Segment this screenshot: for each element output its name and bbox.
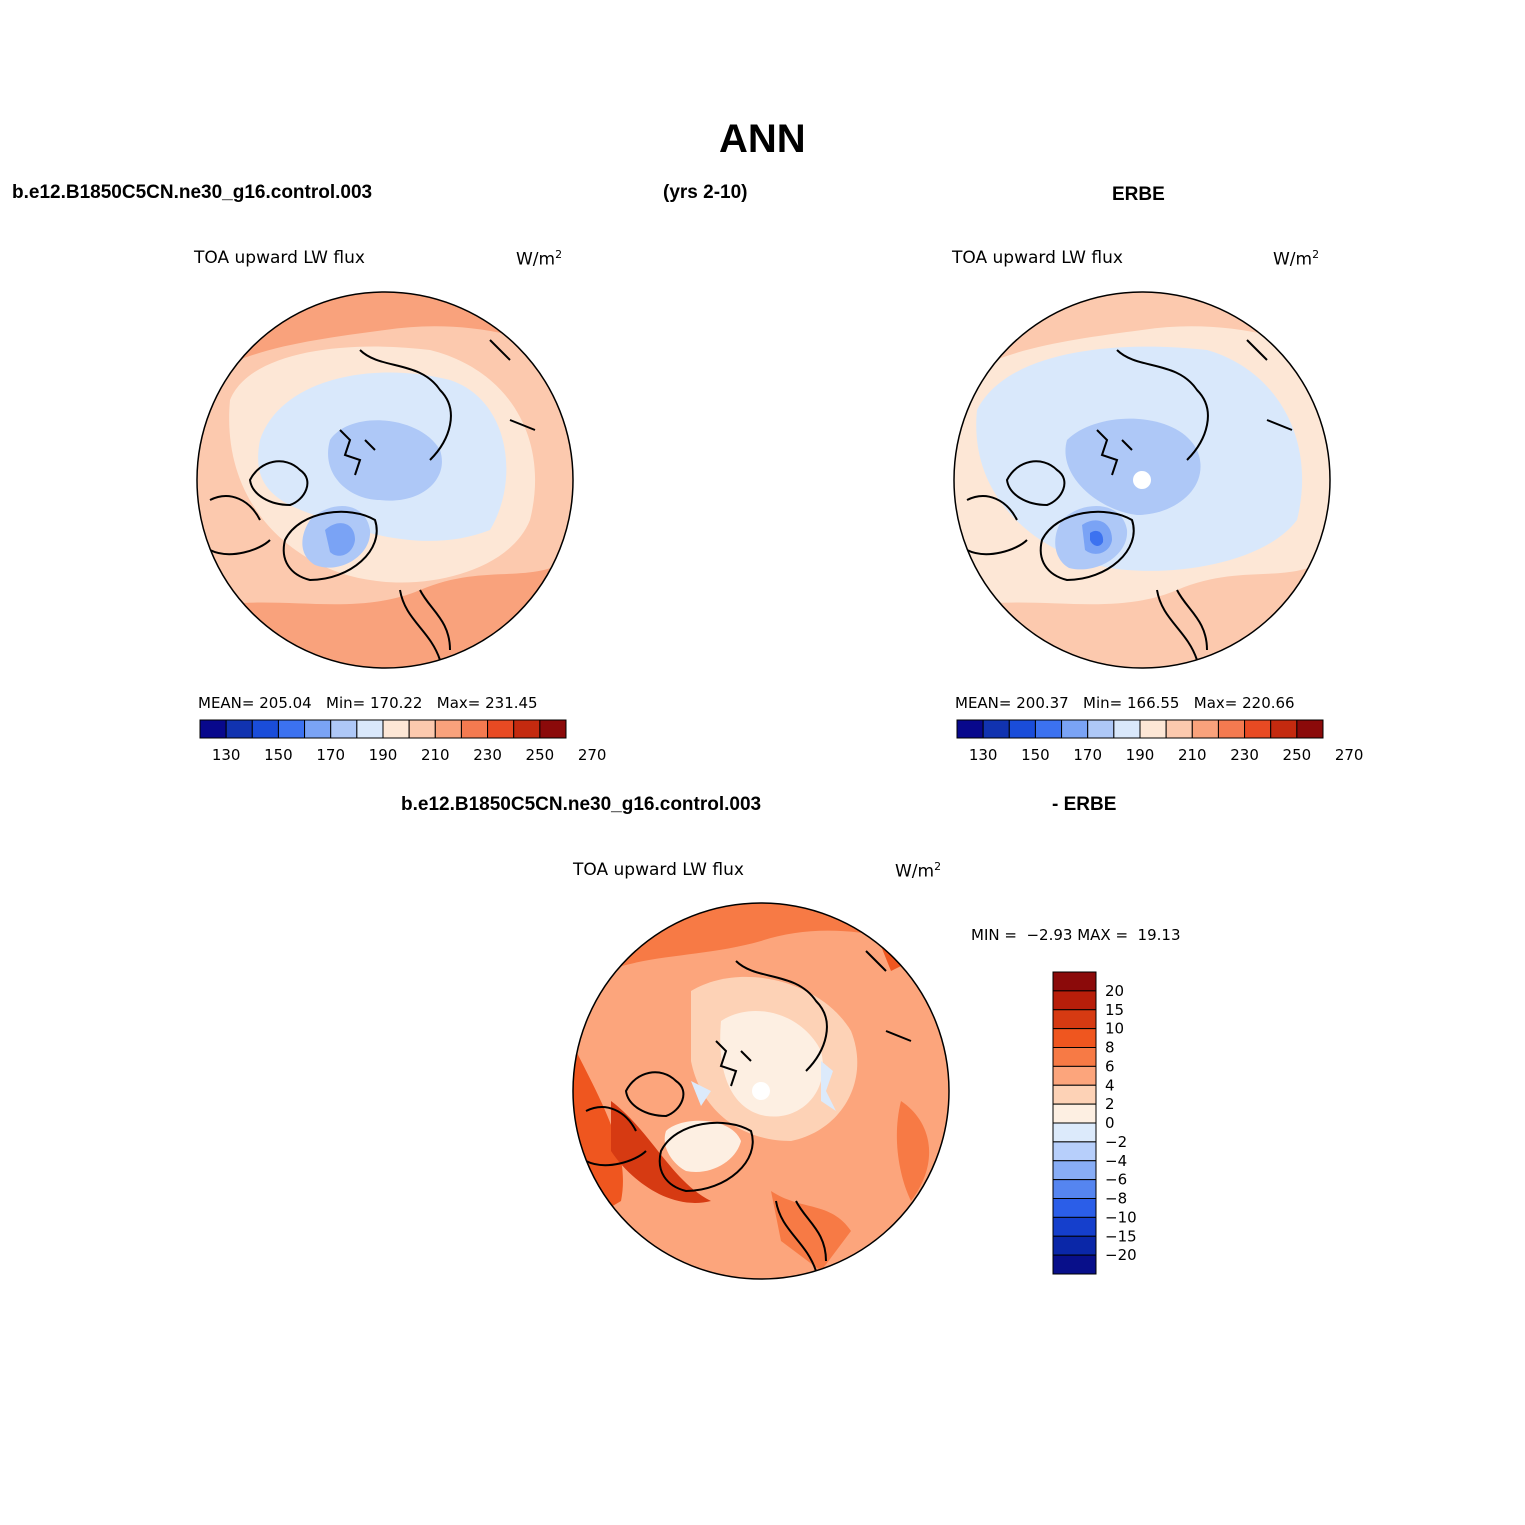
model-colorbar-swatch (277, 719, 306, 739)
obs-stats: MEAN= 200.37 Min= 166.55 Max= 220.66 (955, 694, 1295, 712)
diff-colorbar-swatch (1052, 1047, 1097, 1067)
model-case-header: b.e12.B1850C5CN.ne30_g16.control.003 (12, 182, 373, 203)
diff-colorbar-tick-label: 6 (1105, 1057, 1115, 1075)
diff-colorbar-tick-label: −6 (1105, 1171, 1127, 1189)
obs-variable-label: TOA upward LW flux (952, 248, 1123, 268)
diff-colorbar-swatch (1052, 1084, 1097, 1105)
model-variable-label: TOA upward LW flux (194, 248, 365, 268)
obs-colorbar-swatch (1165, 719, 1193, 739)
diff-colorbar-tick-label: 10 (1105, 1020, 1124, 1038)
obs-colorbar-tick-label: 190 (1126, 746, 1155, 764)
model-colorbar-swatch (304, 719, 332, 739)
diff-colorbar-swatch (1052, 1254, 1097, 1275)
model-colorbar-tick-label: 210 (421, 746, 450, 764)
obs-colorbar-tick-label: 150 (1021, 746, 1050, 764)
model-colorbar-swatch (382, 719, 410, 739)
diff-units-label: W/m2 (895, 860, 942, 882)
diff-colorbar-tick-label: −2 (1105, 1133, 1127, 1151)
obs-colorbar-swatch (1034, 719, 1063, 739)
diff-colorbar-swatch (1052, 1009, 1097, 1030)
diff-minmax: MIN = −2.93 MAX = 19.13 (971, 926, 1181, 944)
obs-colorbar-tick-label: 270 (1335, 746, 1364, 764)
years-header: (yrs 2-10) (663, 182, 748, 203)
diff-polar-map (572, 902, 950, 1280)
model-colorbar-swatch (330, 719, 358, 739)
obs-colorbar-tick-label: 210 (1178, 746, 1207, 764)
diff-colorbar-tick-label: −20 (1105, 1246, 1137, 1264)
obs-colorbar-swatch (1270, 719, 1298, 739)
obs-colorbar-swatch (1191, 719, 1219, 739)
diff-obs-header: - ERBE (1052, 794, 1117, 815)
model-colorbar-swatch (251, 719, 279, 739)
model-colorbar-tick-label: 270 (578, 746, 607, 764)
obs-colorbar-swatch (982, 719, 1010, 739)
obs-colorbar-tick-label: 130 (969, 746, 998, 764)
diff-colorbar-swatch (1052, 1028, 1097, 1048)
diff-colorbar-swatch (1052, 971, 1097, 992)
diff-case-header: b.e12.B1850C5CN.ne30_g16.control.003 (401, 794, 762, 815)
obs-colorbar-swatch (1008, 719, 1036, 739)
diff-colorbar-swatch (1052, 1216, 1097, 1237)
diff-colorbar-swatch (1052, 1141, 1097, 1162)
obs-colorbar-tick-label: 170 (1073, 746, 1102, 764)
model-stats: MEAN= 205.04 Min= 170.22 Max= 231.45 (198, 694, 538, 712)
model-colorbar-swatch (487, 719, 515, 739)
diff-colorbar-swatch (1052, 1198, 1097, 1218)
diff-colorbar-swatch (1052, 1103, 1097, 1124)
model-colorbar-tick-label: 170 (316, 746, 345, 764)
diff-variable-label: TOA upward LW flux (573, 860, 744, 880)
obs-colorbar-swatch (1139, 719, 1167, 739)
model-units-label: W/m2 (516, 248, 563, 270)
model-colorbar-tick-label: 150 (264, 746, 293, 764)
model-colorbar-swatch (434, 719, 462, 739)
diff-colorbar-tick-label: 4 (1105, 1076, 1115, 1094)
obs-colorbar-tick-label: 230 (1230, 746, 1259, 764)
obs-colorbar: 130 150 170 190 210 230 250 270 (956, 719, 1363, 764)
diff-colorbar-swatch (1052, 990, 1097, 1011)
obs-header: ERBE (1112, 184, 1165, 205)
diff-colorbar-tick-label: −4 (1105, 1152, 1127, 1170)
model-colorbar-tick-label: 230 (473, 746, 502, 764)
diff-colorbar-tick-label: −10 (1105, 1208, 1137, 1226)
model-colorbar-tick-label: 250 (526, 746, 555, 764)
model-colorbar-swatch (460, 719, 489, 739)
model-colorbar-tick-label: 130 (212, 746, 241, 764)
diff-colorbar-swatch (1052, 1235, 1097, 1256)
obs-colorbar-swatch (1113, 719, 1141, 739)
model-colorbar-swatch (199, 719, 227, 739)
obs-colorbar-swatch (1296, 719, 1324, 739)
obs-colorbar-swatch (956, 719, 984, 739)
diff-colorbar-tick-label: −8 (1105, 1190, 1127, 1208)
diff-colorbar-tick-label: 15 (1105, 1001, 1124, 1019)
obs-colorbar-swatch (1087, 719, 1115, 739)
obs-colorbar-swatch (1217, 719, 1246, 739)
obs-colorbar-swatch (1244, 719, 1272, 739)
model-polar-map (196, 291, 574, 669)
diff-colorbar-swatch (1052, 1065, 1097, 1086)
diff-colorbar-tick-label: 20 (1105, 982, 1124, 1000)
diff-colorbar-tick-label: −15 (1105, 1227, 1137, 1245)
diff-colorbar-tick-label: 2 (1105, 1095, 1115, 1113)
diff-colorbar-swatch (1052, 1160, 1097, 1181)
model-colorbar-swatch (408, 719, 436, 739)
model-colorbar-swatch (356, 719, 384, 739)
obs-polar-map (953, 291, 1331, 669)
diff-colorbar-tick-label: 0 (1105, 1114, 1115, 1132)
diff-colorbar-tick-label: 8 (1105, 1039, 1115, 1057)
diff-colorbar-swatch (1052, 1122, 1097, 1143)
model-colorbar-swatch (225, 719, 253, 739)
model-colorbar-swatch (539, 719, 567, 739)
obs-units-label: W/m2 (1273, 248, 1320, 270)
model-colorbar-swatch (513, 719, 541, 739)
obs-colorbar-tick-label: 250 (1283, 746, 1312, 764)
diff-colorbar-swatch (1052, 1179, 1097, 1199)
model-colorbar-tick-label: 190 (369, 746, 398, 764)
page-title: ANN (719, 117, 806, 161)
model-colorbar: 130 150 170 190 210 230 250 270 (199, 719, 606, 764)
obs-colorbar-swatch (1061, 719, 1089, 739)
